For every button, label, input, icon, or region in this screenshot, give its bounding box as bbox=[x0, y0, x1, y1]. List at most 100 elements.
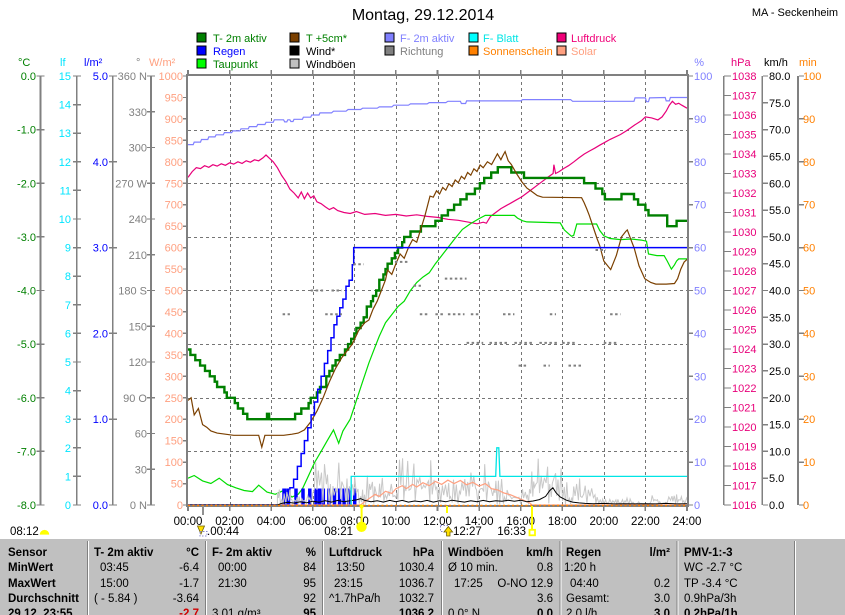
svg-text:5: 5 bbox=[65, 357, 71, 369]
svg-text:5.0: 5.0 bbox=[93, 71, 108, 83]
svg-text:-2.0: -2.0 bbox=[17, 178, 36, 190]
svg-text:-6.4: -6.4 bbox=[179, 562, 199, 574]
svg-text:22:00: 22:00 bbox=[631, 516, 660, 528]
svg-text:00:00: 00:00 bbox=[174, 516, 203, 528]
svg-text:TP -3.4 °C: TP -3.4 °C bbox=[684, 578, 738, 590]
svg-text:-3.0: -3.0 bbox=[17, 232, 36, 244]
svg-text:MaxWert: MaxWert bbox=[8, 578, 56, 590]
svg-text:500: 500 bbox=[165, 286, 183, 298]
svg-text:0: 0 bbox=[177, 500, 183, 512]
svg-text:17:25: 17:25 bbox=[454, 578, 483, 590]
svg-text:20: 20 bbox=[803, 414, 815, 426]
svg-text:1032.7: 1032.7 bbox=[399, 593, 434, 605]
svg-text:50: 50 bbox=[803, 286, 815, 298]
svg-text:60: 60 bbox=[694, 243, 706, 255]
svg-text:0: 0 bbox=[803, 500, 809, 512]
svg-text:25.0: 25.0 bbox=[769, 366, 790, 378]
svg-text:l/m²: l/m² bbox=[650, 547, 671, 559]
svg-text:84: 84 bbox=[303, 562, 316, 574]
svg-text:1022: 1022 bbox=[732, 383, 756, 395]
svg-text:1036: 1036 bbox=[732, 110, 756, 122]
svg-text:1020: 1020 bbox=[732, 422, 756, 434]
svg-text:10:00: 10:00 bbox=[382, 516, 411, 528]
svg-text:WC -2.7 °C: WC -2.7 °C bbox=[684, 562, 742, 574]
svg-text:1:20 h: 1:20 h bbox=[564, 562, 596, 574]
svg-text:%: % bbox=[694, 57, 704, 69]
svg-text:Windböen: Windböen bbox=[306, 59, 356, 71]
svg-text:1025: 1025 bbox=[732, 325, 756, 337]
svg-text:Solar: Solar bbox=[571, 46, 597, 58]
svg-text:Wind*: Wind* bbox=[306, 46, 336, 58]
svg-text:55.0: 55.0 bbox=[769, 205, 790, 217]
svg-text:Taupunkt: Taupunkt bbox=[213, 59, 258, 71]
svg-text:700: 700 bbox=[165, 200, 183, 212]
svg-text:Ø 10 min.: Ø 10 min. bbox=[448, 562, 498, 574]
svg-text:MinWert: MinWert bbox=[8, 562, 53, 574]
svg-text:Regen: Regen bbox=[566, 547, 601, 559]
svg-text:°C: °C bbox=[18, 57, 30, 69]
svg-text:Luftdruck: Luftdruck bbox=[571, 33, 617, 45]
svg-text:350: 350 bbox=[165, 350, 183, 362]
svg-text:08:12: 08:12 bbox=[10, 526, 39, 538]
svg-text:1032: 1032 bbox=[732, 188, 756, 200]
svg-text:15:00: 15:00 bbox=[100, 578, 129, 590]
svg-text:-3.64: -3.64 bbox=[173, 593, 200, 605]
svg-text:15: 15 bbox=[59, 71, 71, 83]
svg-text:-6.0: -6.0 bbox=[17, 393, 36, 405]
svg-text:-4.0: -4.0 bbox=[17, 286, 36, 298]
svg-text:60: 60 bbox=[135, 429, 147, 441]
svg-text:-5.0: -5.0 bbox=[17, 339, 36, 351]
svg-text:50.0: 50.0 bbox=[769, 232, 790, 244]
svg-text:04:00: 04:00 bbox=[257, 516, 286, 528]
svg-text:16:33: 16:33 bbox=[497, 526, 526, 538]
svg-text:180 S: 180 S bbox=[118, 286, 147, 298]
svg-text:°: ° bbox=[136, 57, 140, 69]
svg-text:1017: 1017 bbox=[732, 481, 756, 493]
svg-text:600: 600 bbox=[165, 243, 183, 255]
svg-text:Gesamt:: Gesamt: bbox=[566, 593, 609, 605]
svg-text:0.8: 0.8 bbox=[537, 562, 553, 574]
svg-text:1029: 1029 bbox=[732, 247, 756, 259]
svg-text:10: 10 bbox=[803, 457, 815, 469]
svg-text:8: 8 bbox=[65, 271, 71, 283]
svg-text:35.0: 35.0 bbox=[769, 312, 790, 324]
svg-text:1024: 1024 bbox=[732, 344, 756, 356]
svg-text:1030.4: 1030.4 bbox=[399, 562, 435, 574]
svg-text:3.0: 3.0 bbox=[654, 608, 670, 615]
svg-text:80: 80 bbox=[803, 157, 815, 169]
svg-text:450: 450 bbox=[165, 307, 183, 319]
svg-text:T- 2m aktiv: T- 2m aktiv bbox=[94, 547, 154, 559]
svg-text:1019: 1019 bbox=[732, 442, 756, 454]
svg-text:F- Blatt: F- Blatt bbox=[483, 33, 518, 45]
svg-text:0.0: 0.0 bbox=[537, 608, 553, 615]
svg-text:45.0: 45.0 bbox=[769, 259, 790, 271]
svg-text:40.0: 40.0 bbox=[769, 286, 790, 298]
svg-text:20.0: 20.0 bbox=[769, 393, 790, 405]
svg-text:270 W: 270 W bbox=[115, 178, 147, 190]
svg-text:MA - Seckenheim: MA - Seckenheim bbox=[752, 7, 838, 19]
svg-text:02:00: 02:00 bbox=[215, 516, 244, 528]
svg-text:lf: lf bbox=[60, 57, 66, 69]
svg-text:80: 80 bbox=[694, 157, 706, 169]
svg-text:250: 250 bbox=[165, 393, 183, 405]
svg-text:100: 100 bbox=[165, 457, 183, 469]
svg-text:PMV-1:-3: PMV-1:-3 bbox=[684, 547, 733, 559]
svg-text:5.0: 5.0 bbox=[769, 473, 784, 485]
svg-text:900: 900 bbox=[165, 114, 183, 126]
svg-text:100: 100 bbox=[803, 71, 821, 83]
svg-text:10.0: 10.0 bbox=[769, 446, 790, 458]
svg-text:0: 0 bbox=[694, 500, 700, 512]
svg-text:08:21: 08:21 bbox=[324, 526, 353, 538]
svg-text:1000: 1000 bbox=[159, 71, 183, 83]
svg-text:Regen: Regen bbox=[213, 46, 245, 58]
svg-text:70: 70 bbox=[803, 200, 815, 212]
svg-text:12: 12 bbox=[59, 157, 71, 169]
svg-text:2: 2 bbox=[65, 443, 71, 455]
svg-text:3.6: 3.6 bbox=[537, 593, 553, 605]
svg-text:30: 30 bbox=[694, 371, 706, 383]
svg-text:21:30: 21:30 bbox=[218, 578, 247, 590]
svg-text:1028: 1028 bbox=[732, 266, 756, 278]
svg-text:18:00: 18:00 bbox=[548, 516, 577, 528]
svg-text:12:00: 12:00 bbox=[423, 516, 452, 528]
svg-text:km/h: km/h bbox=[764, 57, 788, 69]
